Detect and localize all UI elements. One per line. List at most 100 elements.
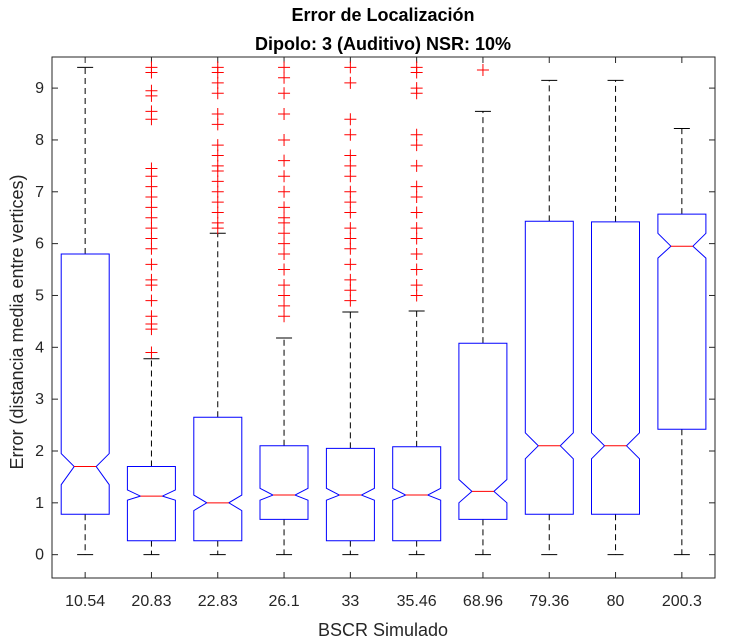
box	[392, 446, 442, 542]
x-axis-label: BSCR Simulado	[318, 620, 448, 640]
outlier-marker	[344, 61, 357, 74]
y-tick-label: 7	[35, 184, 44, 201]
outlier-marker	[145, 61, 158, 74]
outlier-marker	[344, 294, 357, 307]
outlier-marker	[344, 206, 357, 219]
outlier-marker	[278, 71, 291, 84]
outlier-marker	[278, 227, 291, 240]
outlier-marker	[410, 263, 423, 276]
outlier-marker	[211, 196, 224, 209]
outlier-marker	[211, 206, 224, 219]
x-tick-label: 80	[607, 593, 625, 610]
outlier-marker	[145, 294, 158, 307]
y-tick-label: 8	[35, 132, 44, 149]
x-tick-label: 26.1	[268, 593, 299, 610]
y-tick-label: 6	[35, 236, 44, 253]
outlier-marker	[410, 159, 423, 172]
outlier-marker	[278, 299, 291, 312]
outlier-marker	[145, 180, 158, 193]
outlier-marker	[344, 258, 357, 271]
y-tick-label: 1	[35, 495, 44, 512]
outlier-marker	[145, 310, 158, 323]
x-tick-label: 79.36	[529, 593, 569, 610]
outlier-marker	[145, 211, 158, 224]
y-tick-label: 5	[35, 287, 44, 304]
outlier-marker	[410, 222, 423, 235]
outlier-marker	[410, 128, 423, 141]
outlier-marker	[278, 170, 291, 183]
outlier-marker	[410, 82, 423, 95]
outlier-marker	[211, 76, 224, 89]
box	[657, 213, 707, 430]
outlier-marker	[410, 139, 423, 152]
outlier-marker	[344, 113, 357, 126]
outlier-marker	[410, 61, 423, 74]
outlier-marker	[410, 190, 423, 203]
outlier-marker	[344, 196, 357, 209]
box	[126, 466, 176, 542]
outlier-marker	[410, 289, 423, 302]
axes-frame	[51, 56, 716, 579]
y-tick-label: 9	[35, 80, 44, 97]
outlier-marker	[344, 159, 357, 172]
outlier-marker	[145, 346, 158, 359]
box	[524, 220, 574, 515]
x-tick-label: 200.3	[662, 593, 702, 610]
outlier-marker	[344, 232, 357, 245]
outlier-marker	[211, 159, 224, 172]
outlier-marker	[278, 201, 291, 214]
outlier-marker	[145, 258, 158, 271]
box	[193, 416, 243, 542]
chart-subtitle: Dipolo: 3 (Auditivo) NSR: 10%	[255, 34, 511, 54]
outlier-marker	[476, 63, 489, 76]
outlier-marker	[278, 185, 291, 198]
outlier-marker	[278, 133, 291, 146]
outlier-marker	[211, 139, 224, 152]
outlier-marker	[344, 170, 357, 183]
outlier-marker	[145, 273, 158, 286]
outlier-marker	[344, 273, 357, 286]
outlier-marker	[211, 216, 224, 229]
outlier-marker	[344, 222, 357, 235]
y-tick-label: 0	[35, 547, 44, 564]
outlier-marker	[278, 108, 291, 121]
x-tick-label: 10.54	[65, 593, 105, 610]
box	[325, 447, 375, 542]
outlier-marker	[211, 175, 224, 188]
outlier-marker	[278, 310, 291, 323]
plot-area: 0 1 2 3 4 5 6 7 8 9 10.54 20.83 22.83 26.1 33 35.46 68.9…	[35, 56, 716, 610]
box	[591, 221, 640, 515]
outlier-marker	[278, 263, 291, 276]
x-tick-label: 20.83	[131, 593, 171, 610]
outlier-marker	[211, 108, 224, 121]
chart-title: Error de Localización	[291, 5, 474, 25]
outlier-marker	[344, 185, 357, 198]
outlier-marker	[344, 149, 357, 162]
outlier-marker	[145, 105, 158, 118]
y-tick-label: 4	[35, 339, 44, 356]
box	[458, 342, 508, 520]
outlier-marker	[278, 211, 291, 224]
outlier-marker	[211, 87, 224, 100]
outlier-marker	[410, 279, 423, 292]
outlier-marker	[278, 154, 291, 167]
outlier-marker	[145, 222, 158, 235]
outlier-marker	[410, 247, 423, 260]
x-tick-label: 35.46	[397, 593, 437, 610]
outlier-marker	[278, 87, 291, 100]
outlier-marker	[344, 76, 357, 89]
outlier-marker	[344, 242, 357, 255]
outlier-marker	[211, 149, 224, 162]
y-tick-label: 2	[35, 443, 44, 460]
outlier-marker	[278, 61, 291, 74]
outlier-marker	[211, 185, 224, 198]
outlier-marker	[278, 247, 291, 260]
outlier-marker	[344, 284, 357, 297]
outlier-marker	[211, 61, 224, 74]
outlier-marker	[278, 289, 291, 302]
box	[60, 253, 110, 515]
outlier-marker	[211, 118, 224, 131]
outlier-marker	[410, 232, 423, 245]
outlier-marker	[278, 279, 291, 292]
